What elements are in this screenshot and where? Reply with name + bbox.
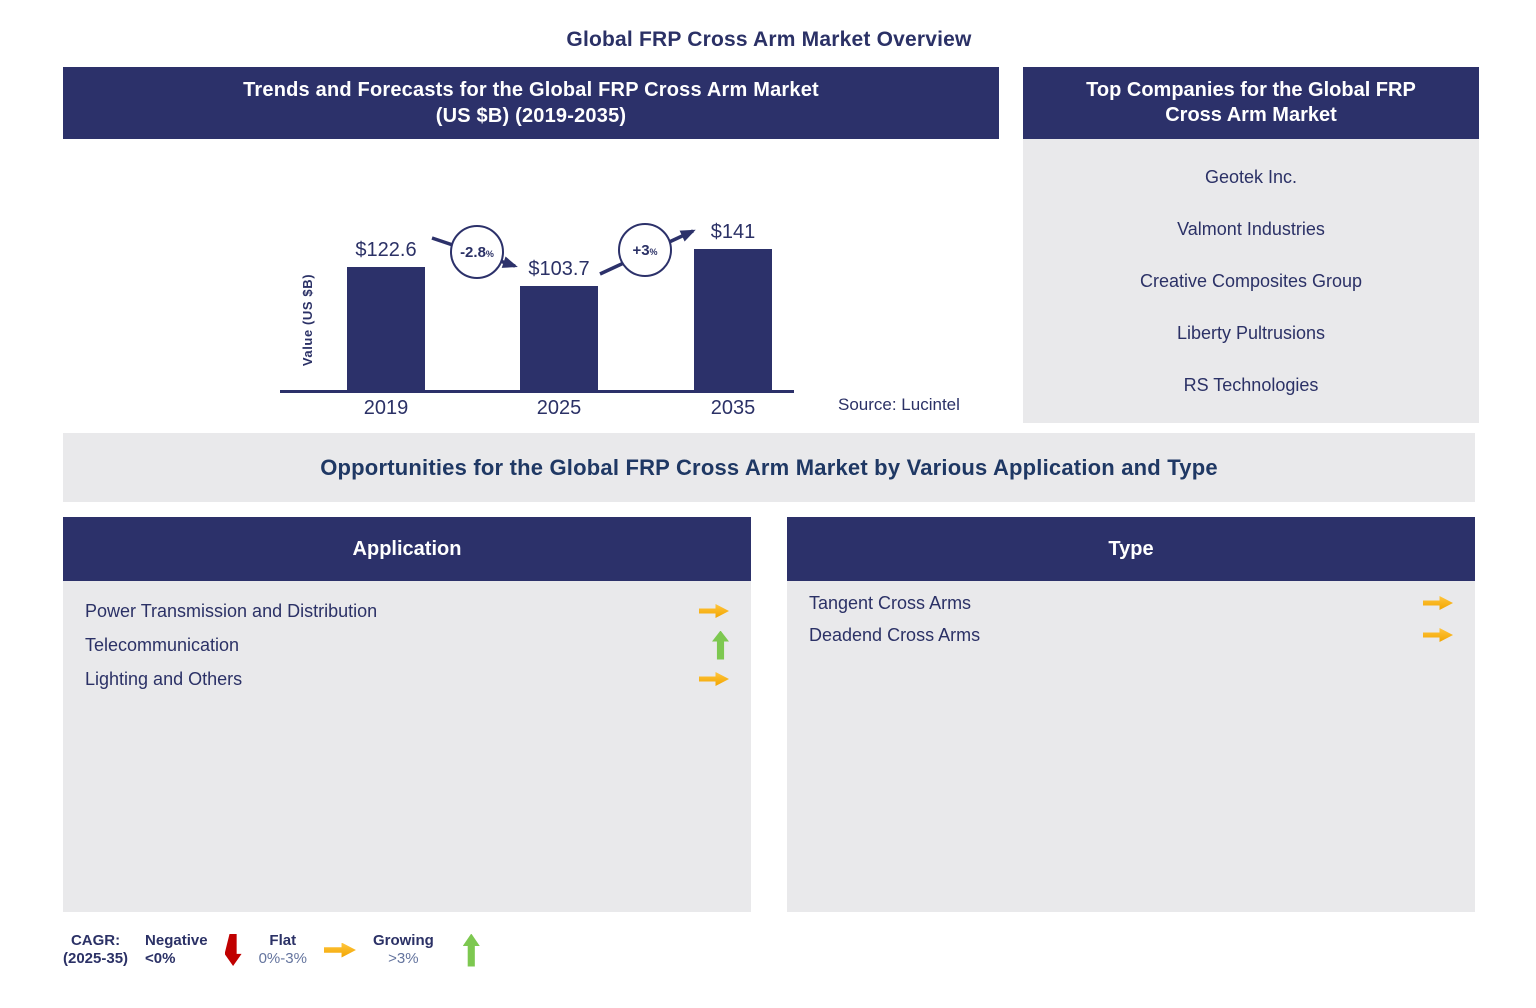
page-title: Global FRP Cross Arm Market Overview <box>566 28 972 51</box>
cagr-legend: CAGR: (2025-35) Negative <0% Flat 0%-3% Grow… <box>63 926 480 974</box>
cagr-value: -2.8 <box>460 243 486 261</box>
company-name: Geotek Inc. <box>1204 166 1298 187</box>
percent-sign: % <box>649 247 658 257</box>
flat-right-arrow-icon <box>1423 596 1453 610</box>
type-item: Deadend Cross Arms <box>787 619 1475 651</box>
negative-down-arrow-icon <box>224 934 242 966</box>
cagr-legend-title: CAGR: (2025-35) <box>63 932 128 968</box>
type-items: Tangent Cross Arms Deadend Cross Arms <box>787 581 1475 912</box>
legend-item-range: 0%-3% <box>258 950 307 967</box>
x-axis-tick-label: 2025 <box>536 397 582 419</box>
legend-item-label: Flat <box>269 932 297 949</box>
type-item: Tangent Cross Arms <box>787 587 1475 619</box>
x-axis-line <box>280 390 794 393</box>
type-panel: Type Tangent Cross Arms Deadend Cross Arm… <box>787 517 1475 912</box>
type-item-label: Tangent Cross Arms <box>809 592 972 613</box>
company-name: Liberty Pultrusions <box>1176 322 1326 343</box>
x-axis-tick-label: 2019 <box>363 397 409 419</box>
legend-item-label: Growing <box>372 932 434 949</box>
companies-title-line1: Top Companies for the Global FRP <box>1086 79 1416 101</box>
application-item-label: Lighting and Others <box>85 668 243 689</box>
companies-panel: Top Companies for the Global FRP Cross A… <box>1023 67 1479 423</box>
application-panel: Application Power Transmission and Distr… <box>63 517 751 912</box>
companies-list: Geotek Inc. Valmont Industries Creative Co… <box>1023 139 1479 423</box>
application-items: Power Transmission and Distribution Telec… <box>63 581 751 912</box>
flat-right-arrow-icon <box>699 672 729 686</box>
company-name: Valmont Industries <box>1177 218 1325 239</box>
company-name: RS Technologies <box>1183 374 1319 395</box>
type-panel-header: Type <box>787 517 1475 581</box>
growing-up-arrow-icon <box>712 630 729 660</box>
trends-panel-header: Trends and Forecasts for the Global FRP … <box>63 67 999 139</box>
bar-value-label: $141 <box>710 221 756 243</box>
cagr-badge-2025-2035: +3% <box>618 223 672 277</box>
legend-item-growing: Growing >3% <box>373 932 434 968</box>
source-attribution: Source: Lucintel <box>838 395 960 414</box>
legend-item-range: <0% <box>145 950 176 967</box>
cagr-label: CAGR: <box>70 932 121 949</box>
flat-right-arrow-icon <box>699 604 729 618</box>
application-panel-header: Application <box>63 517 751 581</box>
cagr-badge-2019-2025: -2.8% <box>450 225 504 279</box>
trends-title-line1: Trends and Forecasts for the Global FRP … <box>243 78 819 101</box>
cagr-value: +3 <box>632 241 650 259</box>
cagr-period: (2025-35) <box>63 950 129 967</box>
flat-right-arrow-icon <box>323 942 356 958</box>
application-item: Lighting and Others <box>63 662 751 696</box>
type-item-label: Deadend Cross Arms <box>809 624 981 645</box>
legend-item-range: >3% <box>388 950 419 967</box>
flat-right-arrow-icon <box>1423 628 1453 642</box>
legend-item-label: Negative <box>145 932 208 949</box>
growing-up-arrow-icon <box>462 933 480 967</box>
companies-panel-header: Top Companies for the Global FRP Cross A… <box>1023 67 1479 139</box>
bar-2025 <box>520 286 598 390</box>
companies-title-line2: Cross Arm Market <box>1165 104 1337 126</box>
application-item-label: Telecommunication <box>85 634 240 655</box>
application-item-label: Power Transmission and Distribution <box>85 600 378 621</box>
legend-item-negative: Negative <0% <box>145 932 208 968</box>
trends-title-line2: (US $B) (2019-2035) <box>435 104 627 127</box>
bar-value-label: $122.6 <box>355 239 417 261</box>
bar-chart: Value (US $B) $122.6 2019 $103.7 2025 $141 20… <box>63 139 999 435</box>
percent-sign: % <box>485 249 494 259</box>
bar-2035 <box>694 249 772 390</box>
application-item: Telecommunication <box>63 628 751 662</box>
bar-2019 <box>347 267 425 390</box>
x-axis-tick-label: 2035 <box>710 397 756 419</box>
bar-value-label: $103.7 <box>528 258 590 280</box>
application-item: Power Transmission and Distribution <box>63 594 751 628</box>
legend-item-flat: Flat 0%-3% <box>259 932 307 968</box>
company-name: Creative Composites Group <box>1139 270 1363 291</box>
opportunities-band-title: Opportunities for the Global FRP Cross A… <box>63 433 1475 502</box>
